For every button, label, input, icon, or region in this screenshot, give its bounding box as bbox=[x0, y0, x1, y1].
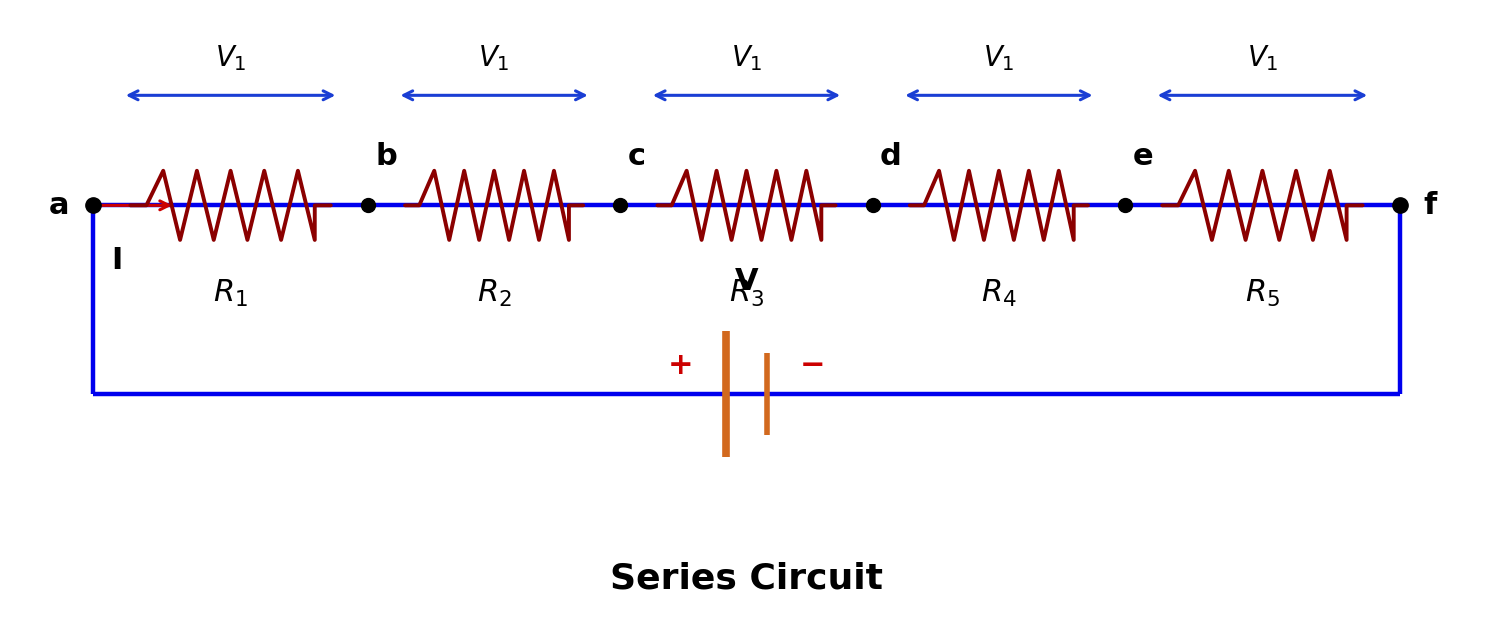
Text: c: c bbox=[627, 142, 646, 171]
Text: $V_1$: $V_1$ bbox=[1247, 43, 1278, 73]
Text: −: − bbox=[800, 351, 826, 380]
Text: $V_1$: $V_1$ bbox=[478, 43, 511, 73]
Text: +: + bbox=[667, 351, 693, 380]
Text: f: f bbox=[1423, 191, 1436, 220]
Text: I: I bbox=[110, 247, 122, 275]
Text: $R_4$: $R_4$ bbox=[981, 278, 1017, 309]
Text: d: d bbox=[879, 142, 902, 171]
Text: Series Circuit: Series Circuit bbox=[611, 561, 882, 595]
Text: b: b bbox=[375, 142, 397, 171]
Text: $V_1$: $V_1$ bbox=[215, 43, 246, 73]
Text: $R_1$: $R_1$ bbox=[213, 278, 248, 309]
Text: $R_3$: $R_3$ bbox=[729, 278, 764, 309]
Text: e: e bbox=[1133, 142, 1153, 171]
Text: $V_1$: $V_1$ bbox=[982, 43, 1015, 73]
Text: V: V bbox=[735, 268, 758, 296]
Text: a: a bbox=[49, 191, 70, 220]
Text: $R_5$: $R_5$ bbox=[1245, 278, 1280, 309]
Text: $V_1$: $V_1$ bbox=[730, 43, 763, 73]
Text: $R_2$: $R_2$ bbox=[476, 278, 512, 309]
